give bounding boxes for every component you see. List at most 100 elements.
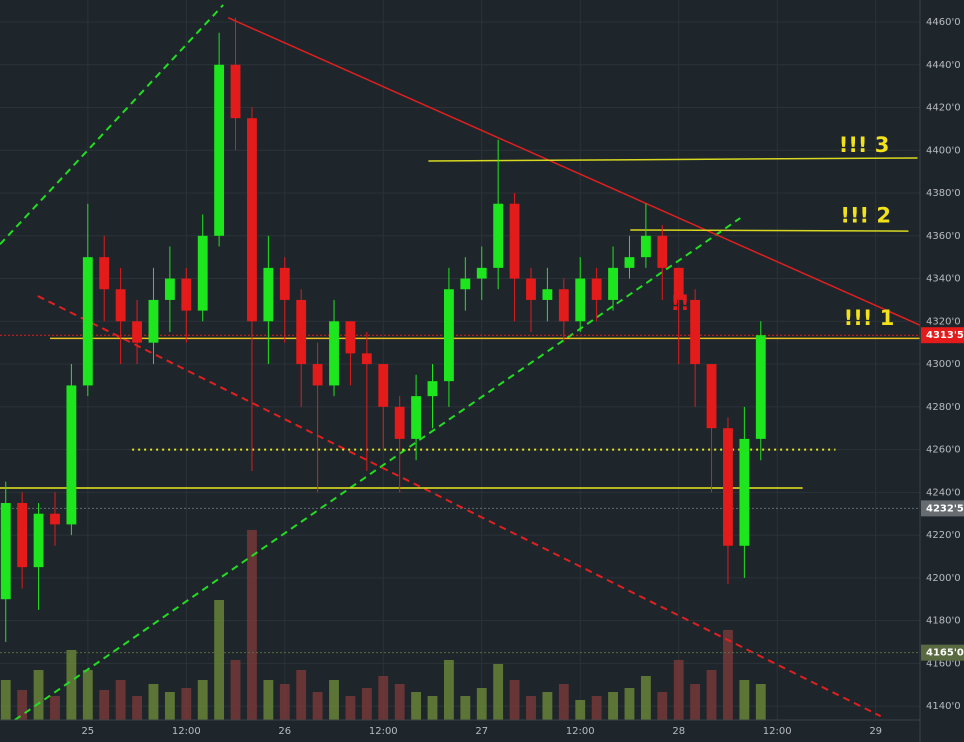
candle-body <box>575 278 586 322</box>
volume-bar <box>427 696 438 720</box>
volume-bar <box>50 696 60 720</box>
volume-bar <box>624 688 635 720</box>
volume-bar <box>99 690 110 720</box>
trendline <box>227 17 920 326</box>
candle-body <box>591 278 602 300</box>
annotation: !!! 1 <box>844 306 895 330</box>
candle-body <box>263 267 274 322</box>
price-label: 4232'5 <box>926 503 964 514</box>
volume <box>0 530 766 720</box>
y-tick-label: 4380'0 <box>926 188 961 199</box>
volume-bar <box>329 680 339 720</box>
candle-body <box>657 235 668 268</box>
y-tick-label: 4200'0 <box>926 573 961 584</box>
y-tick-label: 4460'0 <box>926 17 961 28</box>
y-tick-label: 4260'0 <box>926 445 961 456</box>
y-tick-label: 4180'0 <box>926 616 961 627</box>
candle-body <box>181 278 192 311</box>
candle-body <box>99 257 110 290</box>
volume-bar <box>197 680 208 720</box>
x-tick-label: 12:00 <box>369 726 398 737</box>
candle-body <box>739 438 750 546</box>
candle-body <box>33 513 44 568</box>
volume-bar <box>181 688 192 720</box>
volume-bar <box>460 696 471 720</box>
x-tick-label: 12:00 <box>566 726 595 737</box>
annotation: !!! 2 <box>840 204 891 228</box>
volume-bar <box>591 696 602 720</box>
volume-bar <box>17 690 28 720</box>
candle-body <box>312 364 323 386</box>
x-tick-label: 25 <box>81 726 94 737</box>
price-label: 4313'5 <box>926 330 964 341</box>
trendline <box>630 229 909 232</box>
candle-body <box>608 267 618 300</box>
candle-body <box>624 257 635 268</box>
price-label-box <box>921 500 964 517</box>
volume-bar <box>640 676 651 720</box>
candle-body <box>50 513 60 525</box>
candle-body <box>115 289 126 322</box>
candle-body <box>673 267 684 300</box>
volume-bar <box>575 700 586 720</box>
candle-body <box>443 289 454 382</box>
volume-bar <box>608 692 618 720</box>
volume-bar <box>476 688 487 720</box>
candle-body <box>230 64 241 119</box>
volume-bar <box>443 660 454 720</box>
volume-bar <box>0 680 11 720</box>
trendline <box>14 217 741 720</box>
y-tick-label: 4300'0 <box>926 359 961 370</box>
y-tick-label: 4160'0 <box>926 658 961 669</box>
candle-body <box>279 267 290 300</box>
y-tick-label: 4360'0 <box>926 231 961 242</box>
x-tick-label: 27 <box>475 726 488 737</box>
y-tick-label: 4220'0 <box>926 530 961 541</box>
volume-bar <box>723 630 733 720</box>
candle-body <box>542 289 553 300</box>
volume-bar <box>230 660 241 720</box>
candles <box>0 17 766 642</box>
candle-body <box>66 385 77 525</box>
volume-bar <box>755 684 766 720</box>
y-tick-label: 4440'0 <box>926 60 961 71</box>
volume-bar <box>279 684 290 720</box>
price-label-box <box>921 327 964 344</box>
price-label: 4165'0 <box>926 648 964 659</box>
volume-bar <box>706 670 717 720</box>
candle-body <box>148 299 159 343</box>
x-tick-label: 29 <box>869 726 882 737</box>
y-tick-label: 4340'0 <box>926 274 961 285</box>
candle-body <box>558 289 569 322</box>
candle-body <box>197 235 208 311</box>
candle-body <box>247 118 257 322</box>
candle-body <box>17 503 28 568</box>
volume-bar <box>411 692 422 720</box>
x-tick-label: 26 <box>278 726 291 737</box>
annotations: !!! 3 !!! 2 !!! 1!! <box>671 133 895 330</box>
volume-bar <box>33 670 44 720</box>
volume-bar <box>263 680 274 720</box>
volume-bar <box>296 670 307 720</box>
annotation: !!! 3 <box>839 133 890 157</box>
volume-bar <box>739 680 750 720</box>
candle-body <box>82 257 93 386</box>
volume-bar <box>214 600 225 720</box>
y-tick-label: 4140'0 <box>926 701 961 712</box>
volume-bar <box>558 684 569 720</box>
volume-bar <box>542 692 553 720</box>
candle-body <box>706 364 717 429</box>
volume-bar <box>394 684 405 720</box>
candle-body <box>493 203 504 268</box>
trendlines <box>0 4 920 720</box>
y-tick-label: 4320'0 <box>926 316 961 327</box>
candle-body <box>640 235 651 258</box>
price-label-box <box>921 644 964 661</box>
volume-bar <box>657 692 668 720</box>
candle-body <box>476 267 487 279</box>
candle-body <box>460 278 471 290</box>
volume-bar <box>132 696 142 720</box>
candle-body <box>509 203 520 279</box>
